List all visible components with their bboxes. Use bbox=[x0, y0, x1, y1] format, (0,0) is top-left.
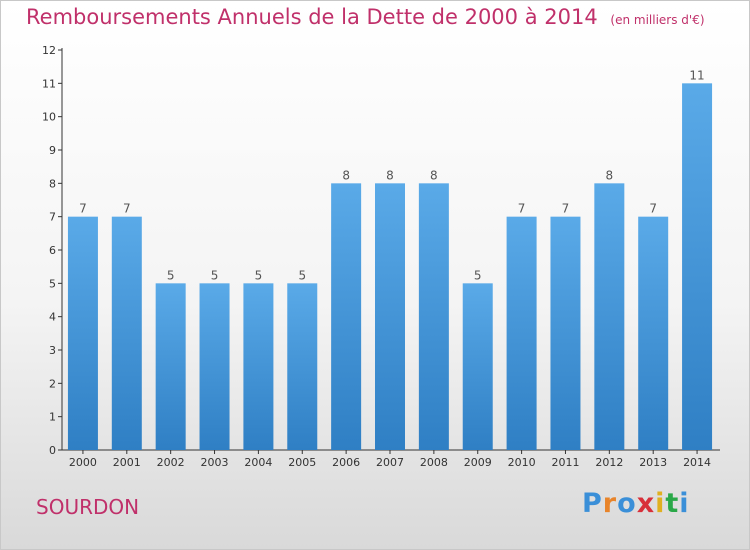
proxiti-logo[interactable]: Proxiti bbox=[582, 488, 690, 519]
bar[interactable] bbox=[462, 283, 493, 450]
bar[interactable] bbox=[331, 183, 362, 451]
bar-value-label: 7 bbox=[649, 202, 657, 216]
x-tick-label: 2008 bbox=[420, 456, 448, 469]
bar-value-label: 5 bbox=[211, 268, 219, 282]
bar[interactable] bbox=[682, 83, 713, 450]
x-tick-label: 2009 bbox=[464, 456, 492, 469]
y-tick-label: 5 bbox=[49, 277, 56, 290]
bar-value-label: 7 bbox=[79, 202, 87, 216]
bar-value-label: 5 bbox=[255, 268, 263, 282]
chart-unit: (en milliers d'€) bbox=[610, 13, 705, 27]
chart-title: Remboursements Annuels de la Dette de 20… bbox=[26, 5, 705, 29]
x-tick-label: 2014 bbox=[683, 456, 711, 469]
x-tick-label: 2000 bbox=[69, 456, 97, 469]
logo-letter: r bbox=[602, 488, 618, 519]
bar-value-label: 7 bbox=[123, 202, 131, 216]
logo-letter: P bbox=[582, 488, 603, 519]
bar[interactable] bbox=[550, 216, 581, 450]
x-tick-label: 2013 bbox=[639, 456, 667, 469]
bar[interactable] bbox=[199, 283, 230, 450]
bar[interactable] bbox=[243, 283, 274, 450]
bar[interactable] bbox=[111, 216, 142, 450]
bar[interactable] bbox=[375, 183, 405, 451]
x-tick-label: 2006 bbox=[332, 456, 360, 469]
x-tick-label: 2007 bbox=[376, 456, 404, 469]
bar[interactable] bbox=[418, 183, 449, 451]
y-tick-label: 2 bbox=[49, 377, 56, 390]
bar[interactable] bbox=[287, 283, 318, 450]
y-tick-label: 6 bbox=[49, 244, 56, 257]
y-tick-label: 3 bbox=[49, 344, 56, 357]
y-tick-label: 9 bbox=[49, 144, 56, 157]
bar[interactable] bbox=[67, 216, 98, 450]
bar-value-label: 5 bbox=[474, 268, 482, 282]
bar-value-label: 7 bbox=[518, 202, 526, 216]
y-tick-label: 8 bbox=[49, 177, 56, 190]
y-tick-label: 7 bbox=[49, 211, 56, 224]
x-tick-label: 2012 bbox=[595, 456, 623, 469]
y-tick-label: 12 bbox=[42, 44, 56, 57]
x-tick-label: 2005 bbox=[288, 456, 316, 469]
bar-value-label: 8 bbox=[430, 168, 438, 182]
logo-letter: o bbox=[617, 488, 637, 519]
bar[interactable] bbox=[155, 283, 186, 450]
logo-letter: i bbox=[655, 488, 666, 519]
bar-value-label: 7 bbox=[562, 202, 570, 216]
logo-letter: x bbox=[636, 488, 656, 519]
bar-value-label: 5 bbox=[298, 268, 306, 282]
x-tick-label: 2010 bbox=[508, 456, 536, 469]
y-tick-label: 0 bbox=[49, 444, 56, 457]
x-tick-label: 2002 bbox=[157, 456, 185, 469]
chart-bars: 7 7 5 5 5 5 8 8 8 5 7 7 8 7 11 bbox=[67, 68, 713, 451]
y-tick-label: 10 bbox=[42, 111, 56, 124]
bar-value-label: 8 bbox=[342, 168, 350, 182]
x-tick-label: 2004 bbox=[244, 456, 272, 469]
bar-value-label: 8 bbox=[606, 168, 614, 182]
bar[interactable] bbox=[638, 216, 669, 450]
logo-letter: i bbox=[679, 488, 690, 519]
y-tick-label: 4 bbox=[49, 311, 56, 324]
bar-value-label: 11 bbox=[689, 68, 704, 82]
logo-letter: t bbox=[665, 488, 680, 519]
bar-value-label: 8 bbox=[386, 168, 394, 182]
town-name: SOURDON bbox=[36, 495, 140, 519]
bar-value-label: 5 bbox=[167, 268, 175, 282]
x-tick-label: 2001 bbox=[113, 456, 141, 469]
chart-title-text: Remboursements Annuels de la Dette de 20… bbox=[26, 5, 598, 29]
bar[interactable] bbox=[506, 216, 537, 450]
y-tick-label: 11 bbox=[42, 77, 56, 90]
x-tick-label: 2003 bbox=[201, 456, 229, 469]
y-tick-label: 1 bbox=[49, 411, 56, 424]
bar[interactable] bbox=[594, 183, 625, 451]
x-tick-label: 2011 bbox=[551, 456, 579, 469]
